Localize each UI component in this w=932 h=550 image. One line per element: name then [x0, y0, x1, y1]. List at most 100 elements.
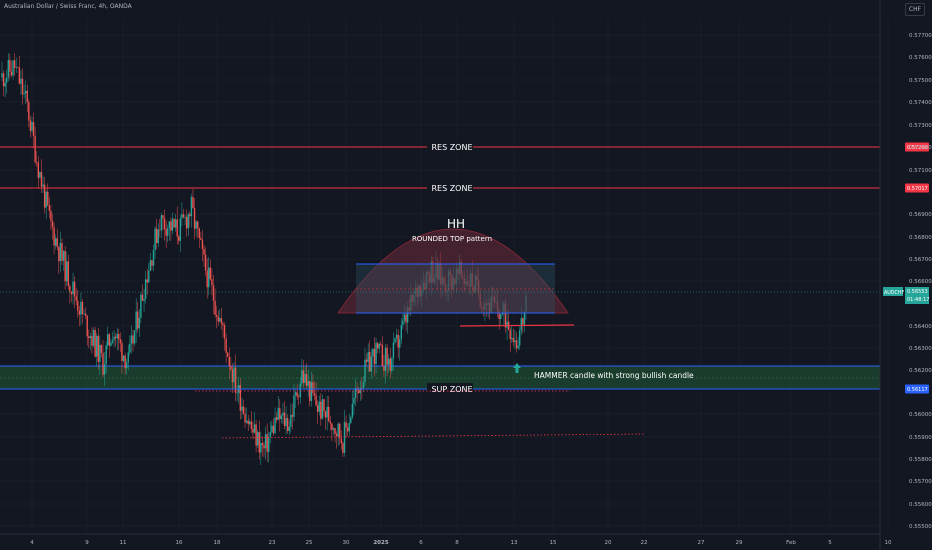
- candle-body: [264, 434, 267, 449]
- candle-body: [53, 227, 55, 246]
- candle-body: [215, 314, 218, 317]
- y-tick-label: 0.56200: [909, 368, 932, 374]
- candle-body: [354, 388, 357, 398]
- candle-body: [62, 250, 65, 261]
- candle-body: [219, 318, 221, 322]
- candle-body: [26, 90, 28, 103]
- x-tick-label: 5: [828, 540, 832, 546]
- candle-body: [70, 291, 73, 295]
- candle-body: [381, 344, 384, 367]
- candle-body: [280, 415, 283, 420]
- candle-body: [214, 300, 216, 315]
- current-price-value: 0.56553: [907, 289, 928, 295]
- x-tick-label: 15: [550, 540, 557, 546]
- candle-body: [372, 348, 374, 357]
- candle-body: [50, 210, 52, 221]
- candle-body: [17, 67, 19, 68]
- candle-body: [7, 59, 10, 78]
- candle-body: [95, 335, 98, 357]
- candle-body: [149, 260, 152, 271]
- candle-body: [48, 205, 51, 211]
- x-tick-label: 27: [698, 540, 705, 546]
- currency-button[interactable]: CHF: [905, 3, 925, 16]
- candle-body: [296, 392, 298, 397]
- candle-body: [378, 344, 380, 349]
- candle-body: [32, 122, 35, 137]
- y-tick-label: 0.55900: [909, 435, 932, 441]
- symbol-tag: [883, 287, 903, 296]
- chart-title: Australian Dollar / Swiss Franc, 4h, OAN…: [4, 3, 132, 10]
- candle-body: [84, 313, 87, 316]
- candle-body: [182, 214, 185, 218]
- candle-body: [201, 239, 204, 249]
- candle-body: [208, 267, 210, 288]
- candle-body: [192, 197, 194, 209]
- candle-body: [89, 335, 92, 339]
- candle-body: [203, 248, 205, 255]
- candle-body: [138, 317, 141, 329]
- pattern-label: ROUNDED TOP pattern: [412, 235, 492, 243]
- level-price-label: 0.57017: [907, 186, 928, 192]
- hh-label: HH: [447, 217, 465, 231]
- candle-body: [88, 336, 90, 339]
- candle-body: [245, 420, 248, 423]
- candle-body: [162, 215, 164, 219]
- candle-body: [78, 310, 81, 315]
- candle-body: [107, 334, 109, 346]
- candle-body: [324, 411, 327, 418]
- x-tick-label: 4: [30, 540, 34, 546]
- candle-body: [357, 390, 360, 393]
- y-tick-label: 0.55600: [909, 502, 932, 508]
- y-tick-label: 0.56300: [909, 346, 932, 352]
- x-tick-label: 18: [214, 540, 221, 546]
- candle-body: [167, 228, 169, 236]
- candle-body: [263, 445, 265, 449]
- x-tick-label: 13: [511, 540, 518, 546]
- candle-body: [80, 301, 82, 315]
- candle-body: [23, 93, 25, 95]
- candle-body: [12, 60, 14, 76]
- candle-body: [54, 238, 57, 246]
- candle-body: [252, 428, 254, 433]
- candle-body: [143, 299, 145, 301]
- candle-body: [406, 307, 409, 323]
- candle-body: [4, 82, 6, 87]
- x-tick-label: 11: [120, 540, 127, 546]
- x-tick-label: 25: [306, 540, 313, 546]
- candle-body: [159, 229, 161, 231]
- candle-body: [103, 364, 106, 375]
- x-tick-label: Feb: [786, 540, 796, 546]
- candle-body: [384, 347, 387, 371]
- candle-body: [43, 184, 46, 208]
- candle-body: [331, 423, 333, 430]
- y-tick-label: 0.56900: [909, 212, 932, 218]
- candle-body: [275, 417, 278, 420]
- candle-body: [187, 214, 189, 229]
- candle-body: [268, 437, 270, 452]
- candle-body: [81, 301, 84, 314]
- candle-body: [174, 219, 177, 228]
- candle-body: [380, 344, 382, 345]
- y-tick-label: 0.57100: [909, 168, 932, 174]
- level-price-label: 0.56117: [907, 387, 928, 393]
- candle-body: [193, 208, 196, 229]
- candle-body: [260, 443, 262, 453]
- candle-body: [389, 358, 391, 371]
- y-tick-label: 0.56700: [909, 257, 932, 263]
- candle-body: [173, 218, 175, 228]
- candle-body: [225, 338, 227, 353]
- candle-body: [498, 311, 500, 319]
- candle-body: [305, 374, 308, 386]
- candle-body: [102, 352, 104, 375]
- candle-body: [111, 340, 114, 343]
- candle-body: [501, 312, 504, 315]
- candle-body: [288, 426, 290, 431]
- candle-body: [28, 102, 30, 121]
- candle-body: [301, 370, 303, 384]
- candle-body: [209, 267, 212, 280]
- x-tick-label: 22: [641, 540, 648, 546]
- candle-body: [64, 250, 66, 282]
- candle-body: [113, 336, 115, 341]
